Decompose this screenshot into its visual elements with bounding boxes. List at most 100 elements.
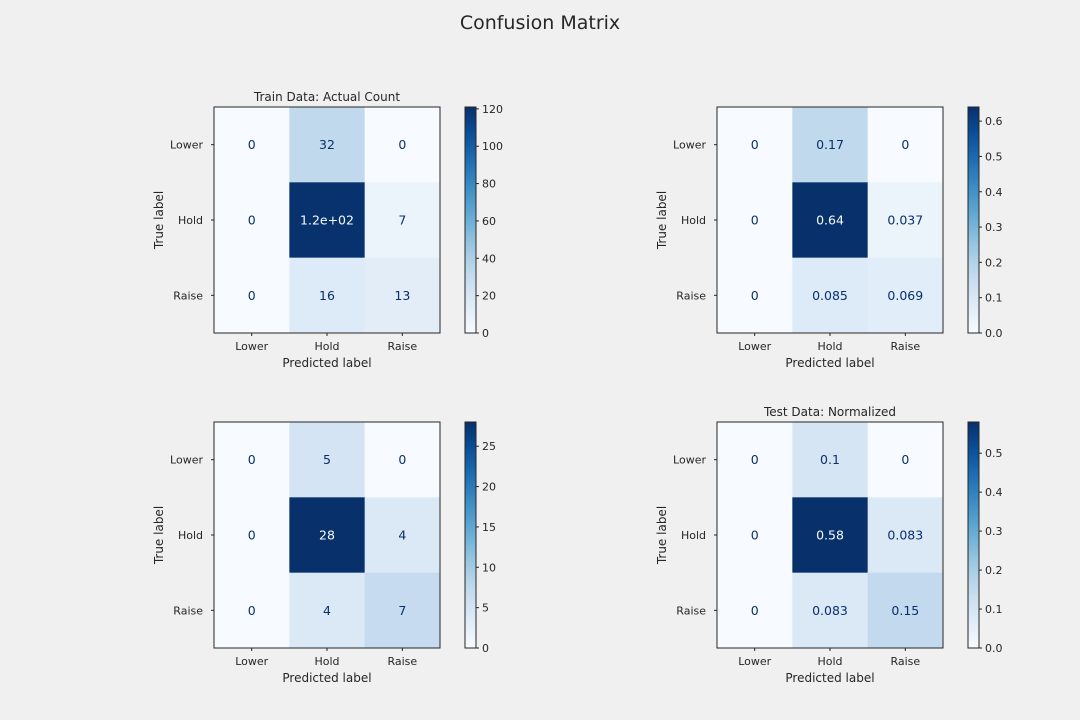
- y-tick-label: Raise: [676, 604, 706, 617]
- cell-label: 4: [323, 603, 331, 618]
- cell-label: 0.083: [812, 603, 848, 618]
- heatmap-cell: [717, 422, 793, 498]
- heatmap-cell: [717, 572, 793, 649]
- x-tick-label: Hold: [817, 340, 842, 353]
- cell-label: 0: [751, 137, 759, 152]
- x-axis-label: Predicted label: [282, 356, 371, 370]
- x-axis-label: Predicted label: [785, 671, 874, 685]
- cell-label: 0: [398, 137, 406, 152]
- y-tick-label: Raise: [676, 289, 706, 302]
- heatmap-cell: [792, 497, 869, 574]
- heatmap-cell: [792, 257, 869, 334]
- cell-label: 0: [751, 528, 759, 543]
- colorbar: [464, 106, 477, 334]
- heatmap-cell: [792, 107, 869, 183]
- y-tick-label: Hold: [681, 214, 706, 227]
- colorbar-tick-label: 0.0: [985, 327, 1003, 340]
- colorbar-tick-label: 5: [482, 602, 489, 615]
- colorbar-tick-label: 120: [482, 103, 503, 116]
- cell-label: 32: [319, 137, 335, 152]
- heatmap-cell: [717, 107, 793, 183]
- x-tick-label: Lower: [738, 340, 771, 353]
- x-tick-label: Lower: [738, 655, 771, 668]
- heatmap-cell: [867, 572, 944, 649]
- x-tick-label: Lower: [235, 655, 268, 668]
- y-tick-label: Lower: [170, 139, 203, 152]
- y-tick-label: Lower: [170, 454, 203, 467]
- cell-label: 0.1: [820, 452, 840, 467]
- cell-label: 0.085: [812, 288, 848, 303]
- cell-label: 0: [248, 137, 256, 152]
- colorbar: [967, 106, 980, 334]
- heatmap-cell: [717, 257, 793, 334]
- heatmap-cell: [792, 572, 869, 649]
- heatmap-cell: [364, 182, 441, 259]
- confusion-matrix-panel-1: 0 32 0 0 1.2e+02 7 0 16 13 Train Data: Actual Cou…: [152, 90, 503, 370]
- colorbar-tick-label: 25: [482, 440, 496, 453]
- colorbar-tick-label: 0.5: [985, 150, 1003, 163]
- heatmap-cell: [867, 182, 944, 259]
- heatmap-cell: [364, 572, 441, 649]
- cell-label: 0: [901, 452, 909, 467]
- heatmap-cell: [214, 182, 290, 259]
- colorbar: [464, 421, 477, 649]
- heatmap-cell: [214, 107, 290, 183]
- colorbar-tick-label: 0.6: [985, 115, 1003, 128]
- x-axis-label: Predicted label: [282, 671, 371, 685]
- y-tick-label: Hold: [178, 529, 203, 542]
- y-axis-label: True label: [152, 191, 166, 250]
- cell-label: 0: [398, 452, 406, 467]
- colorbar-tick-label: 20: [482, 290, 496, 303]
- heatmap-cell: [289, 497, 366, 574]
- colorbar-tick-label: 10: [482, 561, 496, 574]
- colorbar: [967, 421, 980, 649]
- colorbar-tick-label: 40: [482, 252, 496, 265]
- cell-label: 16: [319, 288, 335, 303]
- cell-label: 0.037: [887, 213, 923, 228]
- colorbar-tick-label: 0.1: [985, 603, 1003, 616]
- heatmap-cell: [289, 572, 366, 649]
- heatmap-cell: [289, 257, 366, 334]
- heatmap-cell: [289, 422, 366, 498]
- y-tick-label: Lower: [673, 139, 706, 152]
- colorbar-tick-label: 20: [482, 481, 496, 494]
- colorbar-tick-label: 80: [482, 178, 496, 191]
- colorbar-tick-label: 0: [482, 327, 489, 340]
- colorbar-tick-label: 0.0: [985, 642, 1003, 655]
- y-tick-label: Hold: [681, 529, 706, 542]
- y-axis-label: True label: [655, 191, 669, 250]
- heatmap-cell: [214, 572, 290, 649]
- heatmap-cell: [867, 422, 944, 498]
- x-axis-label: Predicted label: [785, 356, 874, 370]
- heatmap-cell: [792, 182, 869, 259]
- cell-label: 0.58: [816, 528, 844, 543]
- heatmap-cell: [214, 422, 290, 498]
- colorbar-tick-label: 0.4: [985, 486, 1003, 499]
- x-tick-label: Hold: [314, 340, 339, 353]
- heatmap-cell: [214, 497, 290, 574]
- x-tick-label: Hold: [817, 655, 842, 668]
- cell-label: 0: [751, 288, 759, 303]
- colorbar-tick-label: 100: [482, 140, 503, 153]
- heatmap-cell: [867, 107, 944, 183]
- cell-label: 0.15: [891, 603, 919, 618]
- x-tick-label: Raise: [387, 340, 417, 353]
- cell-label: 0.17: [816, 137, 844, 152]
- colorbar-tick-label: 0.4: [985, 186, 1003, 199]
- cell-label: 7: [398, 213, 406, 228]
- colorbar-tick-label: 0.5: [985, 447, 1003, 460]
- cell-label: 0.069: [887, 288, 923, 303]
- panel-title: Train Data: Actual Count: [253, 90, 400, 104]
- cell-label: 0: [751, 213, 759, 228]
- heatmap-cell: [717, 497, 793, 574]
- figure-title: Confusion Matrix: [460, 12, 620, 34]
- colorbar-tick-label: 0.3: [985, 525, 1003, 538]
- x-tick-label: Lower: [235, 340, 268, 353]
- colorbar-tick-label: 0.2: [985, 564, 1003, 577]
- cell-label: 0: [248, 528, 256, 543]
- heatmap-cell: [867, 497, 944, 574]
- y-tick-label: Raise: [173, 289, 203, 302]
- cell-label: 0.64: [816, 213, 844, 228]
- cell-label: 0: [248, 213, 256, 228]
